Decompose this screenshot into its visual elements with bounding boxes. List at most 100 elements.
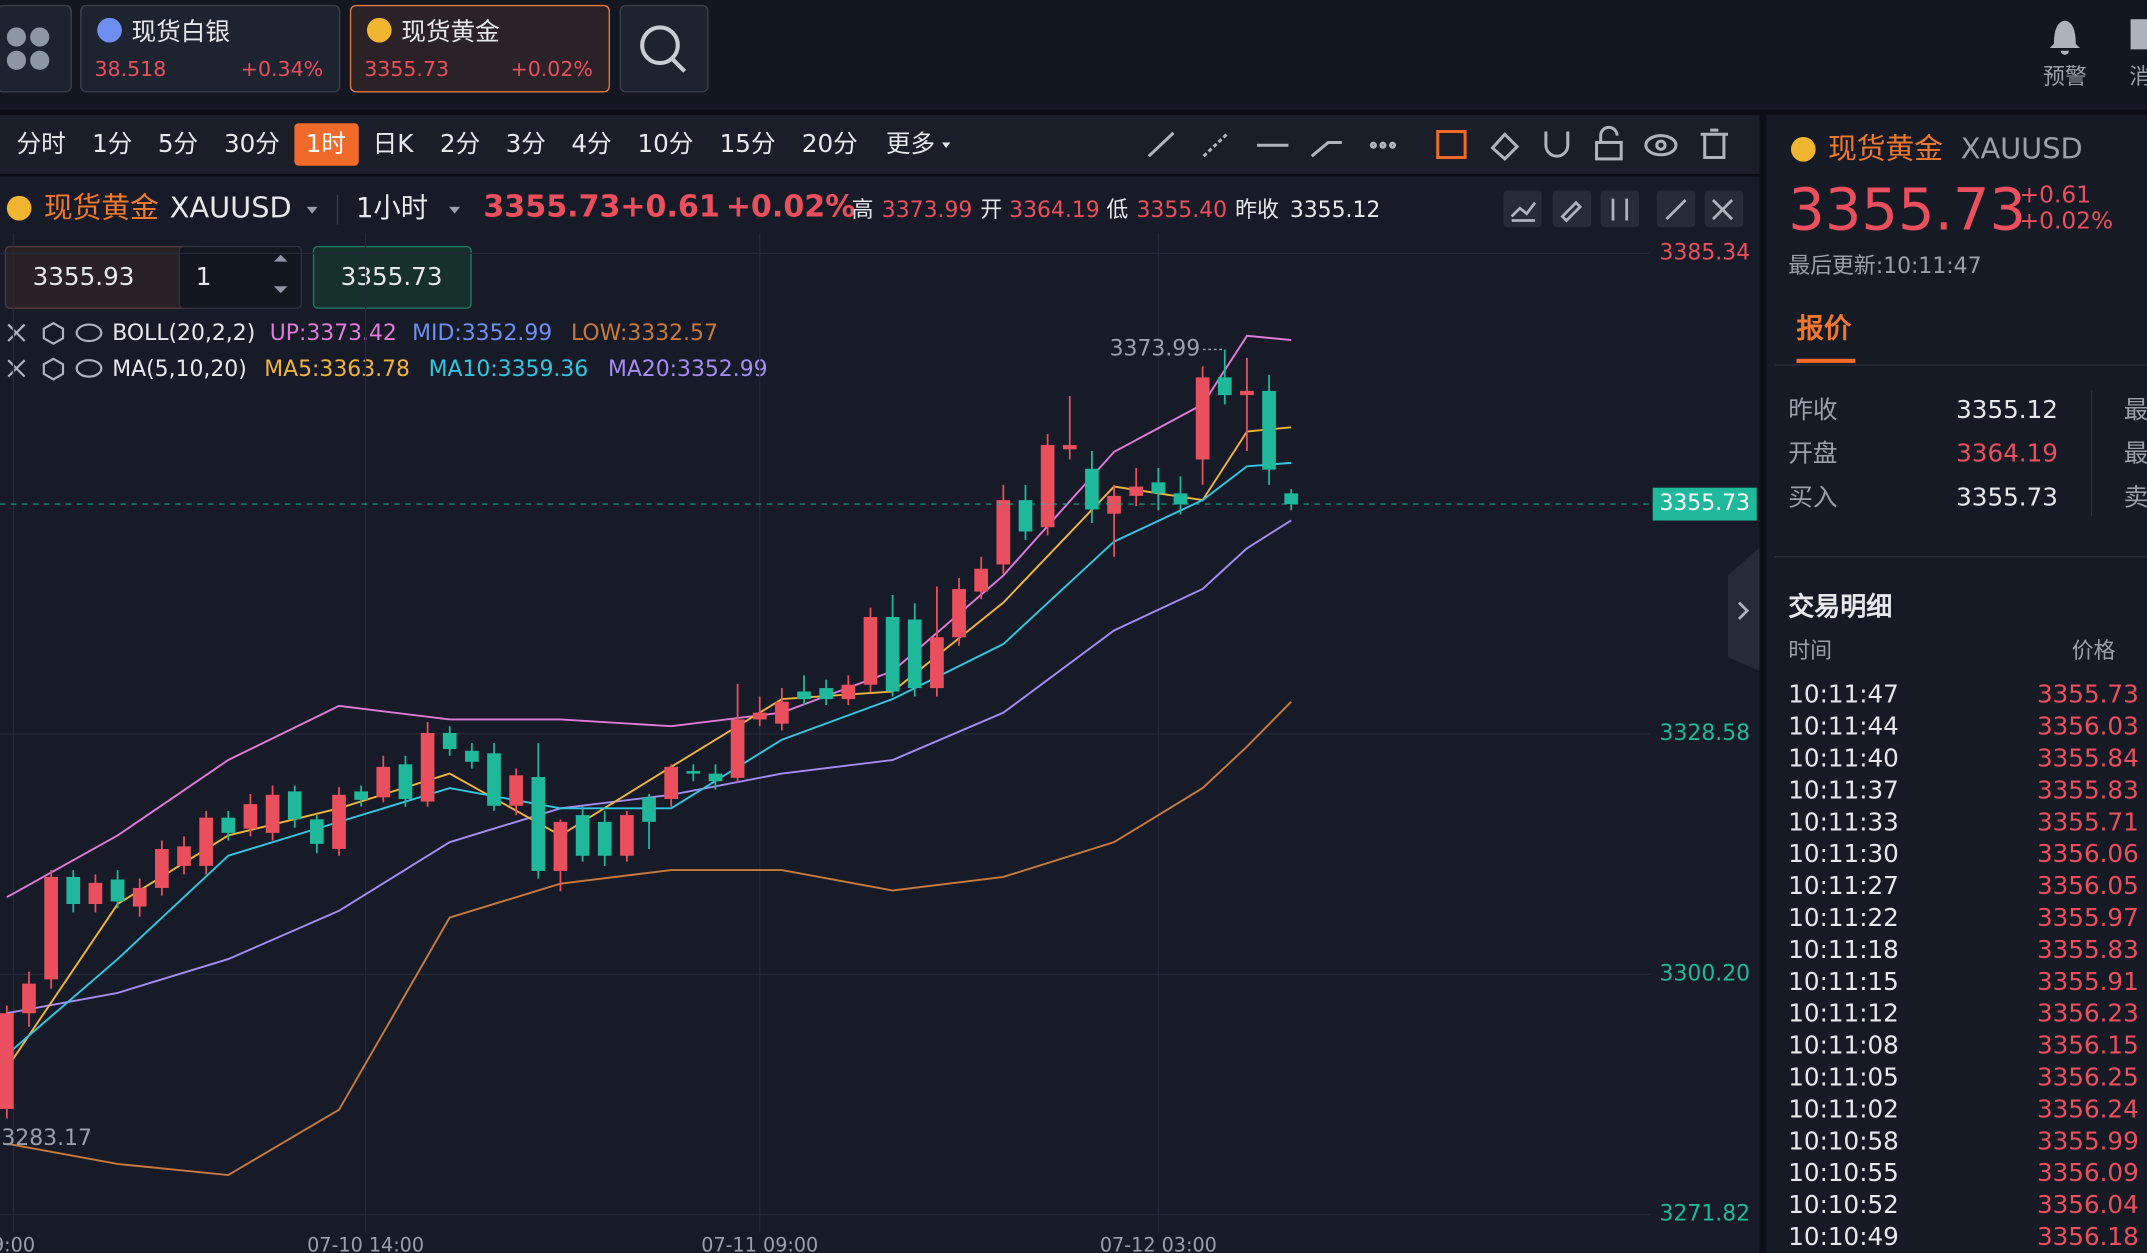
high-label: 3373.99 [1110, 336, 1201, 361]
candle-body [1040, 445, 1055, 528]
trade-time: 10:11:47 [1788, 680, 1899, 709]
message-label: 消 [2129, 65, 2147, 90]
candle-body [664, 766, 679, 800]
candle-body [155, 848, 169, 888]
trade-price: 3355.83 [2037, 775, 2139, 804]
candle-body [730, 719, 745, 778]
panel-tab[interactable]: 报价 [1796, 314, 1851, 345]
y-tick-label: 3385.34 [1660, 240, 1751, 265]
trade-time: 10:11:15 [1788, 967, 1899, 996]
timeframe[interactable]: 更多 [886, 129, 935, 158]
timeframe[interactable]: 2分 [440, 129, 480, 158]
timeframe[interactable]: 3分 [506, 129, 546, 158]
panel-change: +0.61 [2020, 181, 2091, 208]
quote-value: 3364.19 [1956, 439, 2058, 468]
trade-price: 3355.99 [2037, 1126, 2139, 1155]
candle-body [1085, 468, 1099, 510]
divider [1774, 555, 2147, 558]
trades-header: 价格 [2072, 639, 2116, 664]
buy-button[interactable] [312, 245, 472, 309]
candle-body [66, 876, 81, 905]
timeframe[interactable]: 日K [373, 129, 415, 158]
x-tick-label: 07-10 14:00 [307, 1234, 424, 1253]
timeframe[interactable]: 5分 [158, 129, 198, 158]
candle-body [376, 766, 391, 798]
tab-change: +0.34% [241, 57, 323, 81]
trade-price: 3355.83 [2037, 935, 2139, 964]
timeframe[interactable]: 4分 [571, 129, 611, 158]
timeframe[interactable]: 分时 [16, 129, 65, 158]
indicator-value: MID:3352.99 [412, 321, 552, 346]
trade-time: 10:11:18 [1788, 935, 1899, 964]
quantity: 1 [196, 262, 212, 291]
trades-header: 时间 [1788, 639, 1832, 664]
tab-silver[interactable] [80, 4, 341, 93]
candle-body [1217, 377, 1232, 396]
candle-body [620, 815, 634, 856]
sell-price: 3355.93 [33, 262, 135, 291]
tab-gold[interactable] [349, 4, 611, 93]
indicator-value: MA20:3352.99 [608, 357, 768, 382]
trade-price: 3355.73 [2037, 680, 2139, 709]
candle-body [708, 773, 723, 782]
candle-body [465, 750, 479, 762]
menu-button[interactable] [0, 4, 72, 93]
indicator-icons[interactable] [7, 321, 103, 381]
gold-icon [366, 17, 392, 43]
x-tick-label: 9:00 [0, 1234, 35, 1253]
separator [1759, 115, 1767, 1253]
trade-price: 3356.05 [2037, 871, 2139, 900]
trade-time: 10:11:44 [1788, 712, 1899, 741]
symbol: 现货黄金 [44, 191, 159, 225]
candle-body [575, 815, 590, 856]
active-timeframe [294, 123, 359, 166]
trade-price: 3356.24 [2037, 1094, 2139, 1123]
buy-price: 3355.73 [341, 262, 443, 291]
chart-tools[interactable] [1503, 190, 1744, 228]
candle-body [442, 732, 457, 750]
indicator-line [6, 334, 1292, 899]
timeframe[interactable]: 20分 [802, 129, 858, 158]
stat-value: 3355.40 [1136, 198, 1227, 223]
tab-name: 现货白银 [131, 17, 230, 46]
trade-time: 10:11:37 [1788, 775, 1899, 804]
indicator-value: MA10:3359.36 [429, 357, 589, 382]
message-icon[interactable] [2130, 19, 2147, 50]
panel-price: 3355.73 [1788, 176, 2026, 243]
timeframe[interactable]: 10分 [637, 129, 693, 158]
quantity-input[interactable] [178, 245, 302, 309]
search-icon [640, 25, 680, 66]
indicator-value: MA5:3363.78 [264, 357, 410, 382]
trade-price: 3356.23 [2037, 999, 2139, 1028]
candle-body [398, 764, 413, 800]
gold-icon [1790, 136, 1816, 162]
quote-label: 最 [2124, 439, 2147, 468]
trade-time: 10:10:49 [1788, 1222, 1899, 1251]
trades-title: 交易明细 [1788, 592, 1892, 623]
candle-body [487, 753, 501, 806]
trade-price: 3355.97 [2037, 903, 2139, 932]
tab-price: 3355.73 [364, 57, 449, 81]
candle-body [332, 794, 346, 849]
indicator-name: BOLL(20,2,2) [112, 321, 255, 346]
search-button[interactable] [619, 4, 709, 93]
timeframe[interactable]: 15分 [720, 129, 776, 158]
alert-label: 预警 [2043, 65, 2087, 90]
divider [336, 194, 339, 225]
candle-body [0, 1013, 14, 1109]
stat-label: 高 [852, 198, 874, 223]
drawing-tools[interactable] [1147, 125, 1729, 161]
candle-body [1151, 482, 1166, 494]
timeframe[interactable]: 1分 [92, 129, 132, 158]
timeframe[interactable]: 30分 [224, 129, 280, 158]
collapse-handle[interactable] [1728, 547, 1760, 672]
bell-icon[interactable] [2049, 20, 2080, 55]
quote-value: 3355.12 [1956, 395, 2058, 424]
candle-body [221, 817, 236, 833]
candle-body [132, 887, 147, 907]
x-tick-label: 07-12 03:00 [1100, 1234, 1217, 1253]
quote-label: 最 [2124, 395, 2147, 424]
timeframe[interactable]: 1时 [306, 129, 346, 158]
candle-body [44, 876, 58, 980]
